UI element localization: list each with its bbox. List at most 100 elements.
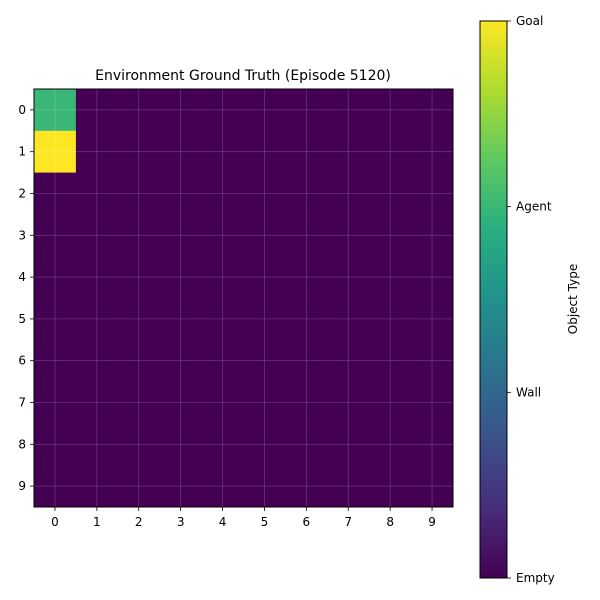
heatmap-cell <box>411 256 454 299</box>
heatmap-cell <box>411 89 454 132</box>
heatmap-cell <box>243 172 286 215</box>
x-tick-label: 1 <box>93 515 101 529</box>
heatmap-cell <box>369 89 412 132</box>
heatmap-cell <box>327 298 370 341</box>
heatmap-cell <box>369 130 412 174</box>
heatmap-cell <box>201 130 244 174</box>
heatmap-cell <box>327 89 370 132</box>
heatmap-cell <box>285 339 328 383</box>
heatmap-cell <box>285 381 328 424</box>
y-tick-label: 3 <box>18 228 26 242</box>
heatmap-cell <box>117 256 161 299</box>
heatmap-cell <box>243 465 286 508</box>
heatmap-cell <box>285 256 328 299</box>
heatmap-cell <box>159 423 203 466</box>
heatmap-cell <box>75 89 119 132</box>
heatmap-cell <box>327 172 370 215</box>
heatmap-cell <box>327 256 370 299</box>
heatmap-cell <box>75 423 119 466</box>
heatmap-cell <box>369 298 412 341</box>
heatmap-cell <box>201 214 244 257</box>
heatmap-cell <box>117 381 161 424</box>
heatmap-cell <box>34 465 77 508</box>
x-tick-label: 9 <box>428 515 436 529</box>
heatmap-cell <box>411 298 454 341</box>
x-tick-label: 5 <box>261 515 269 529</box>
heatmap-cell <box>327 339 370 383</box>
heatmap-cell <box>411 172 454 215</box>
heatmap-cell <box>159 172 203 215</box>
heatmap-cell <box>201 256 244 299</box>
heatmap-cell <box>285 172 328 215</box>
heatmap-cell <box>411 214 454 257</box>
y-tick-label: 8 <box>18 437 26 451</box>
heatmap-cell <box>369 381 412 424</box>
heatmap-cell <box>34 89 77 132</box>
heatmap-cell <box>117 214 161 257</box>
x-tick-label: 2 <box>135 515 143 529</box>
heatmap-cell <box>285 214 328 257</box>
heatmap-cell <box>285 89 328 132</box>
heatmap-cell <box>117 89 161 132</box>
heatmap-cell <box>243 89 286 132</box>
colorbar-tick-label: Wall <box>516 385 541 399</box>
heatmap-cell <box>34 381 77 424</box>
heatmap-cell <box>201 465 244 508</box>
heatmap-cell <box>285 465 328 508</box>
colorbar-tick-label: Agent <box>516 200 552 214</box>
heatmap-cell <box>243 214 286 257</box>
plot-frame <box>33 88 454 508</box>
heatmap-cell <box>159 89 203 132</box>
heatmap-cell <box>75 298 119 341</box>
heatmap-cell <box>75 172 119 215</box>
x-tick-label: 8 <box>386 515 394 529</box>
x-axis-ticks: 0 1 2 3 4 5 6 7 8 9 <box>51 507 436 529</box>
heatmap-cell <box>243 298 286 341</box>
heatmap-cell <box>159 214 203 257</box>
heatmap-cell <box>159 381 203 424</box>
heatmap-cell <box>327 465 370 508</box>
heatmap-cell <box>75 256 119 299</box>
y-tick-label: 6 <box>18 354 26 368</box>
heatmap-cell <box>201 298 244 341</box>
heatmap-cell <box>327 130 370 174</box>
heatmap-cell <box>327 423 370 466</box>
chart-title: Environment Ground Truth (Episode 5120) <box>95 68 391 84</box>
grid-lines <box>34 89 453 507</box>
heatmap-cell <box>201 381 244 424</box>
y-axis-ticks: 0 1 2 3 4 5 6 7 8 9 <box>18 103 34 493</box>
heatmap-cell <box>159 339 203 383</box>
heatmap-cell <box>159 298 203 341</box>
x-tick-label: 3 <box>177 515 185 529</box>
colorbar-tick-label: Goal <box>516 14 543 28</box>
heatmap-cell <box>117 298 161 341</box>
heatmap-cell <box>411 339 454 383</box>
heatmap-cell <box>369 172 412 215</box>
heatmap-cell <box>117 172 161 215</box>
heatmap-cell <box>369 214 412 257</box>
x-tick-label: 0 <box>51 515 59 529</box>
heatmap-cell <box>34 130 77 174</box>
heatmap-cell <box>34 298 77 341</box>
heatmap-cell <box>34 339 77 383</box>
colorbar-tick-label: Empty <box>516 571 555 585</box>
heatmap-cell <box>75 214 119 257</box>
colorbar <box>479 20 508 579</box>
colorbar-ticks: Empty Wall Agent Goal <box>507 14 555 585</box>
heatmap-cell <box>201 172 244 215</box>
heatmap-cell <box>117 465 161 508</box>
heatmap-cell <box>411 130 454 174</box>
colorbar-label: Object Type <box>566 264 580 334</box>
x-tick-label: 4 <box>219 515 227 529</box>
heatmap-cell <box>34 256 77 299</box>
heatmap-cells <box>34 89 454 508</box>
heatmap-cell <box>75 339 119 383</box>
heatmap-cell <box>34 172 77 215</box>
heatmap-cell <box>159 130 203 174</box>
heatmap-cell <box>75 381 119 424</box>
heatmap-cell <box>159 465 203 508</box>
heatmap-cell <box>411 423 454 466</box>
y-tick-label: 4 <box>18 270 26 284</box>
heatmap-cell <box>201 423 244 466</box>
